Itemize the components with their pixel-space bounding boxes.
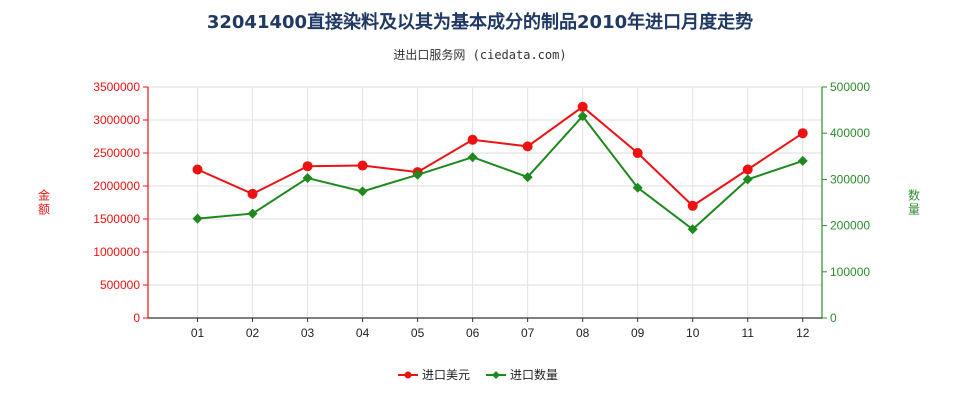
series-2-point <box>687 224 698 235</box>
series-2-point <box>357 186 368 197</box>
series-2-point <box>247 208 258 219</box>
series-1-point <box>247 188 258 199</box>
x-tick-label: 10 <box>686 326 700 340</box>
series-2-point <box>467 152 478 163</box>
y-left-axis-title: 金额 <box>38 188 50 217</box>
y-left-tick-label: 500000 <box>100 278 140 292</box>
series-1-point <box>522 141 533 152</box>
x-tick-label: 12 <box>796 326 810 340</box>
y-right-tick-label: 0 <box>830 311 837 325</box>
series-2-point <box>192 213 203 224</box>
y-right-axis-title-char: 数 <box>908 188 920 203</box>
legend-marker-2 <box>492 371 500 379</box>
y-right-tick-label: 300000 <box>830 172 870 186</box>
x-tick-label: 07 <box>521 326 535 340</box>
x-tick-label: 08 <box>576 326 590 340</box>
plot-area <box>147 86 823 319</box>
y-left-tick-label: 3000000 <box>93 113 140 127</box>
legend-label-2: 进口数量 <box>510 367 558 382</box>
x-tick-label: 11 <box>741 326 754 340</box>
x-tick-label: 02 <box>246 326 260 340</box>
series-1-point <box>742 164 753 175</box>
x-tick-label: 09 <box>631 326 645 340</box>
series-1-point <box>577 101 588 112</box>
y-left-tick-label: 3500000 <box>93 80 140 94</box>
y-right-tick-label: 500000 <box>830 80 870 94</box>
series-2-point <box>522 172 533 183</box>
series-1-point <box>797 128 808 139</box>
chart-title: 32041400直接染料及以其为基本成分的制品2010年进口月度走势 <box>206 12 754 33</box>
x-tick-label: 05 <box>411 326 425 340</box>
x-tick-label: 04 <box>356 326 370 340</box>
series-2-point <box>742 174 753 185</box>
series-2-point <box>797 155 808 166</box>
y-left-axis-title-char: 额 <box>38 203 50 217</box>
series-2-point <box>302 173 313 184</box>
series-line-1 <box>197 105 804 208</box>
x-tick-label: 06 <box>466 326 480 340</box>
y-left-tick-label: 2000000 <box>93 179 140 193</box>
y-right-tick-label: 100000 <box>830 265 870 279</box>
x-tick-label: 01 <box>191 326 205 340</box>
x-tick-label: 03 <box>301 326 315 340</box>
y-right-axis-title-char: 量 <box>908 203 920 217</box>
series-2-point <box>577 111 588 122</box>
series-1-point <box>302 161 313 172</box>
series-2-point <box>632 182 643 193</box>
y-left-axis-title-char: 金 <box>38 188 50 203</box>
series-1-point <box>632 148 643 158</box>
series-1-point <box>192 164 203 175</box>
y-right-axis-title: 数量 <box>908 188 920 217</box>
series-1-point <box>687 200 698 211</box>
y-left-tick-label: 1000000 <box>93 245 140 259</box>
series-1-point <box>357 160 368 171</box>
chart-subtitle: 进出口服务网 (ciedata.com) <box>393 48 567 62</box>
series-1-point <box>467 134 478 145</box>
y-left-tick-label: 2500000 <box>93 146 140 160</box>
legend-label-1: 进口美元 <box>422 368 470 382</box>
y-right-tick-label: 200000 <box>830 219 870 233</box>
series-2-point <box>412 169 423 180</box>
legend-marker-1 <box>404 371 412 379</box>
y-left-tick-label: 1500000 <box>93 212 140 226</box>
y-right-tick-label: 400000 <box>830 126 870 140</box>
y-left-tick-label: 0 <box>133 311 140 325</box>
series-line-2 <box>197 114 804 231</box>
